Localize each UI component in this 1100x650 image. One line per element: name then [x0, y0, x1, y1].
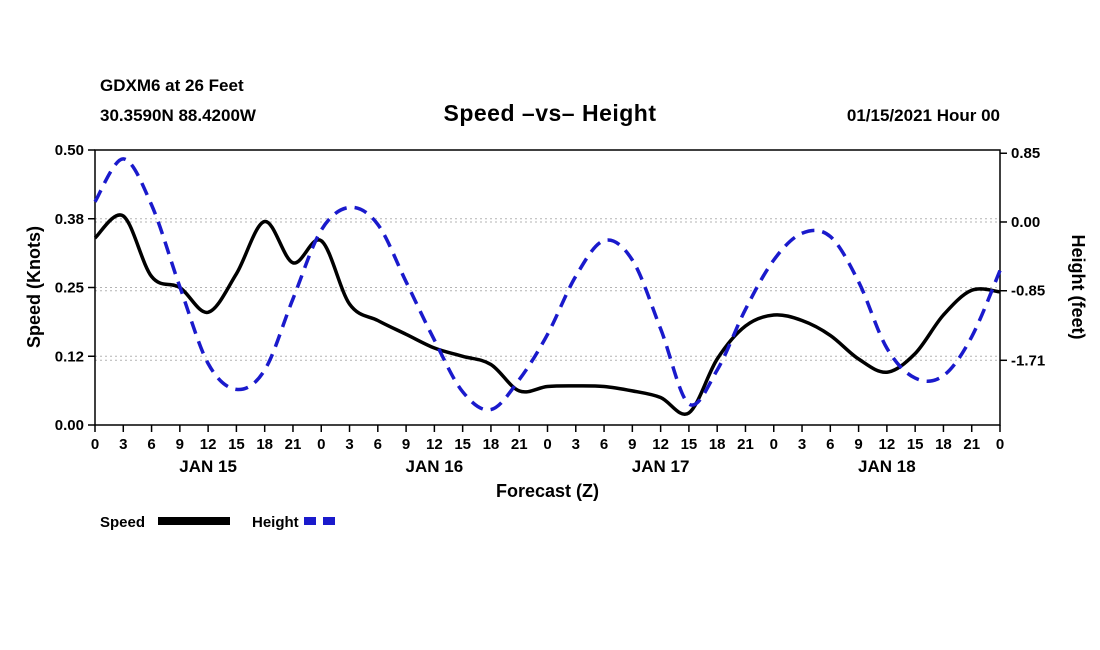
x-tick-label: 15 — [907, 436, 924, 453]
x-tick-label: 21 — [963, 436, 980, 453]
left-tick-label: 0.12 — [55, 348, 84, 365]
x-tick-label: 3 — [119, 436, 127, 453]
x-axis-title: Forecast (Z) — [496, 481, 599, 501]
x-tick-label: 12 — [200, 436, 217, 453]
speed-curve — [93, 213, 1001, 416]
day-label: JAN 18 — [858, 457, 916, 476]
x-tick-label: 15 — [228, 436, 245, 453]
x-tick-label: 3 — [345, 436, 353, 453]
x-tick-label: 9 — [176, 436, 184, 453]
chart-title: Speed –vs– Height — [443, 100, 657, 126]
x-tick-label: 21 — [285, 436, 302, 453]
x-tick-label: 9 — [628, 436, 636, 453]
right-axis-title: Height (feet) — [1068, 235, 1088, 340]
x-tick-label: 0 — [543, 436, 551, 453]
x-tick-label: 9 — [854, 436, 862, 453]
left-tick-label: 0.25 — [55, 280, 84, 297]
x-tick-label: 12 — [879, 436, 896, 453]
x-tick-label: 0 — [996, 436, 1004, 453]
right-tick-label: 0.00 — [1011, 214, 1040, 231]
right-tick-label: 0.85 — [1011, 145, 1040, 162]
x-tick-label: 15 — [681, 436, 698, 453]
x-tick-label: 9 — [402, 436, 410, 453]
x-axis: 0 3 6 9 12 15 18 21 0 3 6 9 12 15 18 21 0 3 6 9 12 15 18 21 0 3 6 9… — [91, 425, 1004, 476]
x-tick-label: 18 — [935, 436, 952, 453]
legend-height-label: Height — [252, 514, 299, 531]
forecast-datetime: 01/15/2021 Hour 00 — [846, 106, 1000, 125]
gridlines — [95, 218, 1000, 361]
x-tick-label: 6 — [147, 436, 155, 453]
right-tick-label: -1.71 — [1011, 352, 1045, 369]
legend-speed-label: Speed — [100, 514, 145, 531]
height-curve — [93, 157, 1002, 412]
x-tick-label: 0 — [317, 436, 325, 453]
x-tick-label: 21 — [737, 436, 754, 453]
day-label: JAN 17 — [632, 457, 690, 476]
x-tick-label: 6 — [374, 436, 382, 453]
left-axis-title: Speed (Knots) — [24, 226, 44, 348]
x-tick-label: 0 — [91, 436, 99, 453]
legend: Speed Height — [100, 514, 342, 531]
x-tick-label: 6 — [600, 436, 608, 453]
left-tick-label: 0.38 — [55, 211, 84, 228]
x-tick-label: 18 — [256, 436, 273, 453]
x-tick-label: 3 — [798, 436, 806, 453]
left-tick-label: 0.50 — [55, 142, 84, 159]
day-label: JAN 16 — [406, 457, 464, 476]
y-axis-right: 0.85 0.00 -0.85 -1.71 — [1000, 145, 1045, 369]
x-tick-label: 15 — [454, 436, 471, 453]
x-tick-label: 12 — [652, 436, 669, 453]
day-label: JAN 15 — [179, 457, 237, 476]
left-tick-label: 0.00 — [55, 417, 84, 434]
x-tick-label: 0 — [770, 436, 778, 453]
x-tick-label: 3 — [572, 436, 580, 453]
y-axis-left: 0.00 0.12 0.25 0.38 0.50 — [55, 142, 95, 434]
x-tick-label: 18 — [483, 436, 500, 453]
station-coordinates: 30.3590N 88.4200W — [100, 106, 256, 125]
x-tick-label: 12 — [426, 436, 443, 453]
right-tick-label: -0.85 — [1011, 283, 1045, 300]
x-tick-label: 18 — [709, 436, 726, 453]
x-tick-label: 6 — [826, 436, 834, 453]
station-id: GDXM6 at 26 Feet — [100, 76, 244, 95]
x-tick-label: 21 — [511, 436, 528, 453]
